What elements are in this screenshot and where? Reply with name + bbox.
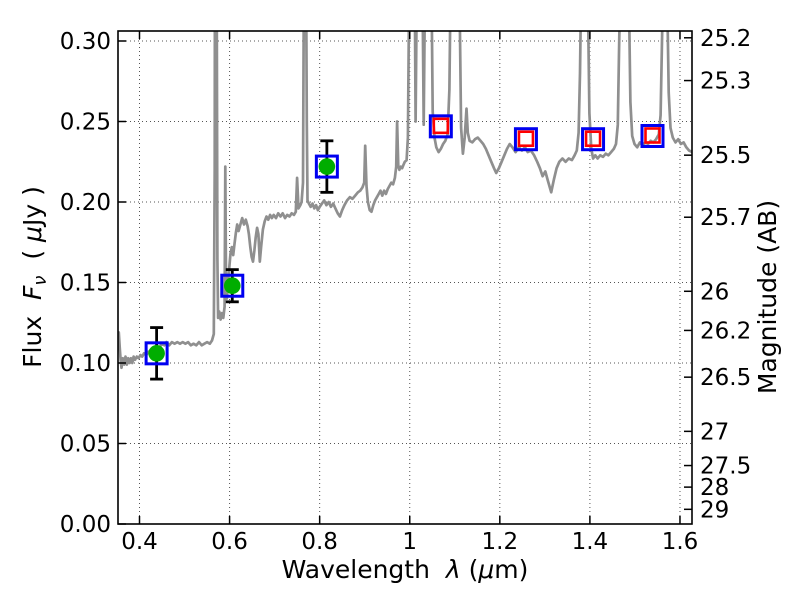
green-circle-marker: [318, 158, 336, 175]
flux-tick-label: 0.00: [60, 512, 111, 538]
mag-tick-label: 26.5: [700, 365, 751, 391]
red-square-marker: [432, 117, 450, 135]
blue-square-markers: [144, 114, 665, 366]
mag-tick-label: 26: [700, 279, 729, 305]
flux-tick-label: 0.05: [60, 432, 111, 458]
axis-ticks: [118, 31, 692, 525]
x-tick-label: 0.8: [301, 529, 338, 555]
axis-title-segment: (: [460, 555, 479, 584]
mag-tick-label: 26.2: [700, 318, 751, 344]
red-square-markers: [432, 117, 661, 148]
axis-title-segment: Flux: [18, 299, 47, 368]
mag-tick-label: 27: [700, 419, 729, 445]
axis-title-segment: μ: [18, 226, 47, 242]
flux-tick-label: 0.25: [60, 110, 111, 136]
y-axis-title-flux: Flux Fν ( μJy ): [18, 67, 52, 487]
mag-tick-label: 25.5: [700, 143, 751, 169]
blue-square-marker: [314, 154, 339, 179]
x-tick-label: 1.6: [662, 529, 699, 555]
red-square-marker: [644, 127, 661, 144]
mag-tick-label: 27.5: [700, 454, 751, 480]
flux-tick-label: 0.15: [60, 271, 111, 297]
galaxy-spectrum-line: [118, 31, 692, 370]
mag-tick-label: 29: [700, 497, 729, 523]
x-tick-label: 0.6: [211, 529, 248, 555]
red-square-marker: [517, 130, 535, 148]
axis-title-segment: Wavelength: [281, 555, 446, 584]
axis-title-segment: Jy ): [18, 186, 47, 227]
mag-tick-label: 25.2: [700, 26, 751, 52]
axis-title-segment: λ: [445, 555, 461, 584]
x-tick-labels: 0.4 0.6 0.8 1 1.2 1.4 1.6: [121, 529, 698, 555]
flux-tick-labels: 0.00 0.05 0.10 0.15 0.20 0.25 0.30: [60, 29, 111, 538]
axis-title-segment: F: [18, 285, 47, 300]
axis-title-segment: μ: [478, 555, 495, 584]
blue-square-marker: [513, 127, 538, 152]
mag-tick-label: 25.3: [700, 69, 751, 95]
blue-square-marker: [428, 114, 453, 139]
x-tick-label: 1: [402, 529, 417, 555]
mag-tick-label: 28: [700, 475, 729, 501]
x-axis-title-wavelength: Wavelength λ (μm): [105, 555, 705, 584]
x-tick-label: 0.4: [121, 529, 158, 555]
y-axis-title-magnitude: Magnitude (AB): [753, 199, 782, 395]
grid: [118, 31, 692, 524]
green-circle-markers: [148, 158, 336, 362]
blue-square-marker: [220, 273, 245, 298]
flux-tick-label: 0.20: [60, 190, 111, 216]
axes-frame: [117, 30, 693, 525]
red-square-marker: [584, 130, 602, 148]
x-tick-label: 1.2: [482, 529, 519, 555]
mag-tick-label: 25.7: [700, 205, 751, 231]
flux-tick-label: 0.30: [60, 29, 111, 55]
x-tick-label: 1.4: [572, 529, 609, 555]
axis-title-segment: (: [18, 241, 47, 276]
green-circle-marker: [223, 277, 241, 295]
blue-square-marker: [581, 127, 606, 152]
flux-tick-label: 0.10: [60, 351, 111, 377]
blue-square-marker: [640, 123, 665, 148]
green-circle-marker: [148, 345, 165, 362]
axis-title-segment: m): [494, 555, 529, 584]
axis-title-segment: ν: [30, 275, 52, 286]
blue-square-marker: [144, 341, 169, 366]
